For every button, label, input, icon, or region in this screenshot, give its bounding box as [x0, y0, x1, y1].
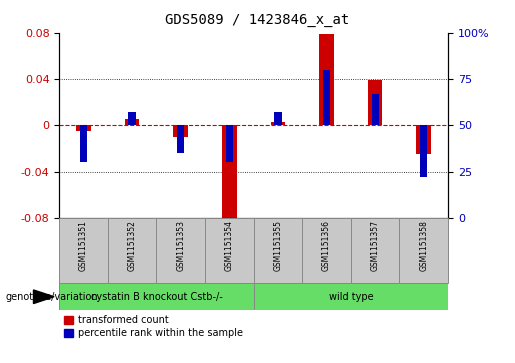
FancyBboxPatch shape — [351, 218, 400, 283]
Text: GSM1151357: GSM1151357 — [371, 220, 380, 271]
Polygon shape — [33, 290, 54, 303]
Text: GSM1151351: GSM1151351 — [79, 220, 88, 271]
Bar — [271, 122, 285, 125]
FancyBboxPatch shape — [59, 283, 253, 310]
Text: GSM1151356: GSM1151356 — [322, 220, 331, 271]
Bar — [128, 112, 136, 125]
Text: GSM1151352: GSM1151352 — [128, 220, 136, 271]
Bar — [417, 125, 431, 154]
Legend: transformed count, percentile rank within the sample: transformed count, percentile rank withi… — [64, 315, 243, 338]
Bar — [368, 80, 383, 125]
FancyBboxPatch shape — [205, 218, 253, 283]
Bar — [80, 125, 87, 162]
Bar — [420, 125, 427, 177]
Text: GSM1151354: GSM1151354 — [225, 220, 234, 271]
Text: GDS5089 / 1423846_x_at: GDS5089 / 1423846_x_at — [165, 13, 350, 27]
Text: GSM1151355: GSM1151355 — [273, 220, 282, 271]
FancyBboxPatch shape — [400, 218, 448, 283]
Bar — [125, 119, 140, 125]
Text: GSM1151358: GSM1151358 — [419, 220, 428, 271]
FancyBboxPatch shape — [302, 218, 351, 283]
Bar — [226, 125, 233, 162]
FancyBboxPatch shape — [157, 218, 205, 283]
Bar — [371, 94, 379, 125]
FancyBboxPatch shape — [253, 218, 302, 283]
Bar — [222, 125, 236, 220]
Bar — [323, 70, 330, 125]
Text: wild type: wild type — [329, 292, 373, 302]
Text: cystatin B knockout Cstb-/-: cystatin B knockout Cstb-/- — [91, 292, 222, 302]
FancyBboxPatch shape — [108, 218, 157, 283]
FancyBboxPatch shape — [253, 283, 448, 310]
Text: GSM1151353: GSM1151353 — [176, 220, 185, 271]
Bar — [319, 34, 334, 125]
Text: genotype/variation: genotype/variation — [5, 292, 98, 302]
Bar — [174, 125, 188, 137]
Bar — [177, 125, 184, 153]
Bar — [76, 125, 91, 131]
FancyBboxPatch shape — [59, 218, 108, 283]
Bar — [274, 112, 282, 125]
